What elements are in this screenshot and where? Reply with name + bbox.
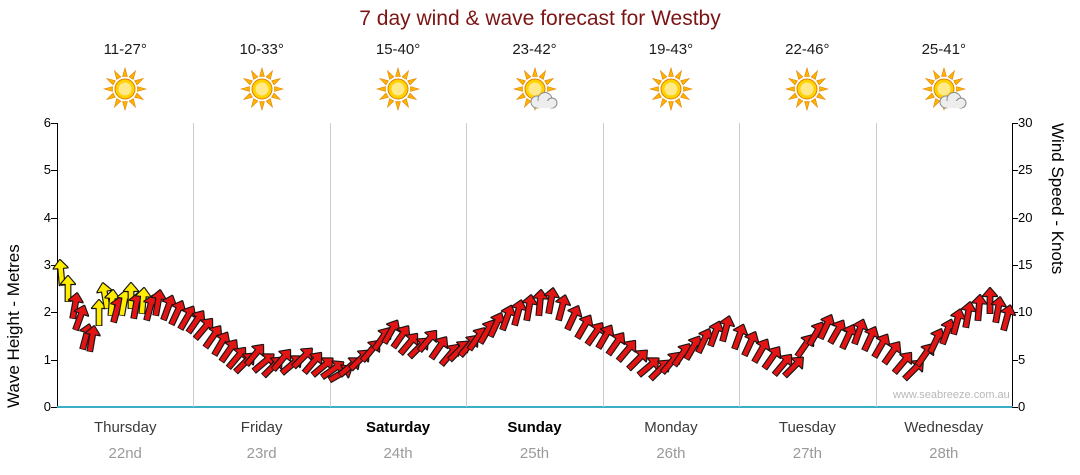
wind-arrow — [779, 352, 809, 382]
tick-label-right: 0 — [1018, 399, 1026, 414]
tick-label-left: 2 — [43, 304, 51, 320]
tick-label-right: 20 — [1018, 209, 1033, 225]
wind-arrow — [878, 337, 907, 368]
tick-label-right: 30 — [1018, 115, 1033, 130]
temp-label: 22-46° — [785, 41, 830, 58]
y-axis-right-label: Wind Speed - Knots — [1048, 123, 1067, 275]
tick-mark-left — [51, 312, 57, 314]
date-label: 25th — [519, 445, 550, 462]
tick-mark-left — [51, 359, 57, 361]
tick-label-right: 15 — [1018, 257, 1033, 272]
date-label: 28th — [929, 445, 959, 462]
tick-mark-right — [1012, 123, 1018, 124]
wind-arrow — [602, 327, 631, 358]
temp-label: 23-42° — [512, 41, 557, 58]
day-gridline — [875, 123, 877, 407]
chart-title: 7 day wind & wave forecast for Westby — [359, 7, 721, 30]
wind-arrow — [65, 291, 85, 320]
tick-mark-right — [1012, 217, 1018, 219]
wind-arrow — [173, 301, 200, 332]
sun-icon — [232, 66, 292, 114]
date-label: 24th — [383, 445, 413, 462]
tick-mark-right — [1012, 170, 1018, 172]
sun-icon — [368, 66, 428, 114]
wind-arrow — [560, 301, 586, 332]
tick-label-left: 3 — [43, 257, 51, 272]
tick-label-left: 6 — [43, 115, 51, 130]
day-gridline — [466, 123, 468, 407]
temp-label: 25-41° — [921, 41, 966, 58]
sun-cloud-icon — [505, 66, 565, 114]
day-gridline — [739, 123, 741, 407]
sun-icon — [777, 66, 837, 114]
watermark: www.seabreeze.com.au — [893, 389, 1010, 401]
day-label: Sunday — [507, 419, 562, 436]
wind-arrow — [240, 339, 270, 370]
day-label: Monday — [644, 419, 698, 436]
wind-arrow — [413, 325, 443, 356]
wind-arrow — [758, 342, 787, 373]
tick-mark-left — [51, 123, 57, 124]
wind-arrow — [541, 286, 561, 315]
tick-label-right: 25 — [1018, 162, 1033, 178]
tick-mark-right — [1012, 265, 1018, 266]
tick-mark-left — [51, 265, 57, 266]
tick-label-left: 0 — [43, 399, 51, 414]
wind-arrow — [995, 302, 1017, 332]
tick-mark-left — [51, 407, 57, 408]
day-label: Saturday — [365, 419, 431, 436]
day-label: Thursday — [93, 419, 157, 436]
date-label: 27th — [792, 445, 822, 462]
temp-label: 11-27° — [103, 41, 147, 58]
wind-arrow — [982, 287, 999, 314]
wind-arrow — [267, 344, 297, 375]
wind-arrow — [394, 328, 424, 359]
sun-cloud-icon — [914, 66, 974, 114]
sun-icon — [95, 66, 155, 114]
wind-arrow — [645, 354, 675, 384]
temp-label: 19-43° — [648, 41, 694, 58]
day-gridline — [602, 123, 604, 407]
tick-mark-left — [51, 170, 57, 172]
tick-label-right: 5 — [1018, 351, 1026, 367]
tick-mark-right — [1012, 312, 1018, 314]
wind-arrow — [888, 347, 918, 378]
wind-arrow — [122, 282, 139, 310]
wind-arrow — [52, 258, 70, 287]
wind-arrow — [551, 292, 573, 322]
wind-arrow — [82, 324, 102, 353]
tick-mark-left — [51, 217, 57, 219]
tick-label-left: 4 — [43, 209, 51, 225]
wind-arrow — [435, 339, 465, 370]
temp-label: 10-33° — [239, 41, 284, 58]
tick-mark-right — [1012, 359, 1018, 361]
sun-icon — [641, 66, 701, 114]
wind-arrow — [623, 344, 653, 374]
day-label: Wednesday — [904, 419, 984, 436]
wind-arrow — [970, 293, 989, 322]
tick-label-left: 5 — [43, 162, 51, 178]
day-label: Friday — [240, 419, 283, 436]
day-gridline — [193, 123, 195, 407]
date-label: 22nd — [108, 445, 142, 462]
date-label: 23rd — [246, 445, 277, 462]
wind-arrow — [287, 342, 317, 372]
bottom-axis-line — [57, 406, 1013, 408]
day-label: Tuesday — [778, 419, 836, 436]
wind-arrow — [425, 332, 454, 363]
wind-arrow — [59, 275, 76, 303]
date-label: 26th — [656, 445, 686, 462]
day-gridline — [329, 123, 331, 407]
temp-label: 15-40° — [375, 41, 421, 58]
tick-label-right: 10 — [1018, 304, 1033, 320]
tick-label-left: 1 — [43, 351, 51, 367]
wind-arrow — [824, 316, 851, 347]
tick-mark-right — [1012, 407, 1018, 408]
wind-arrow — [378, 316, 405, 347]
wind-arrow — [68, 302, 92, 333]
wind-arrow — [299, 347, 329, 378]
wind-arrow — [813, 311, 839, 342]
